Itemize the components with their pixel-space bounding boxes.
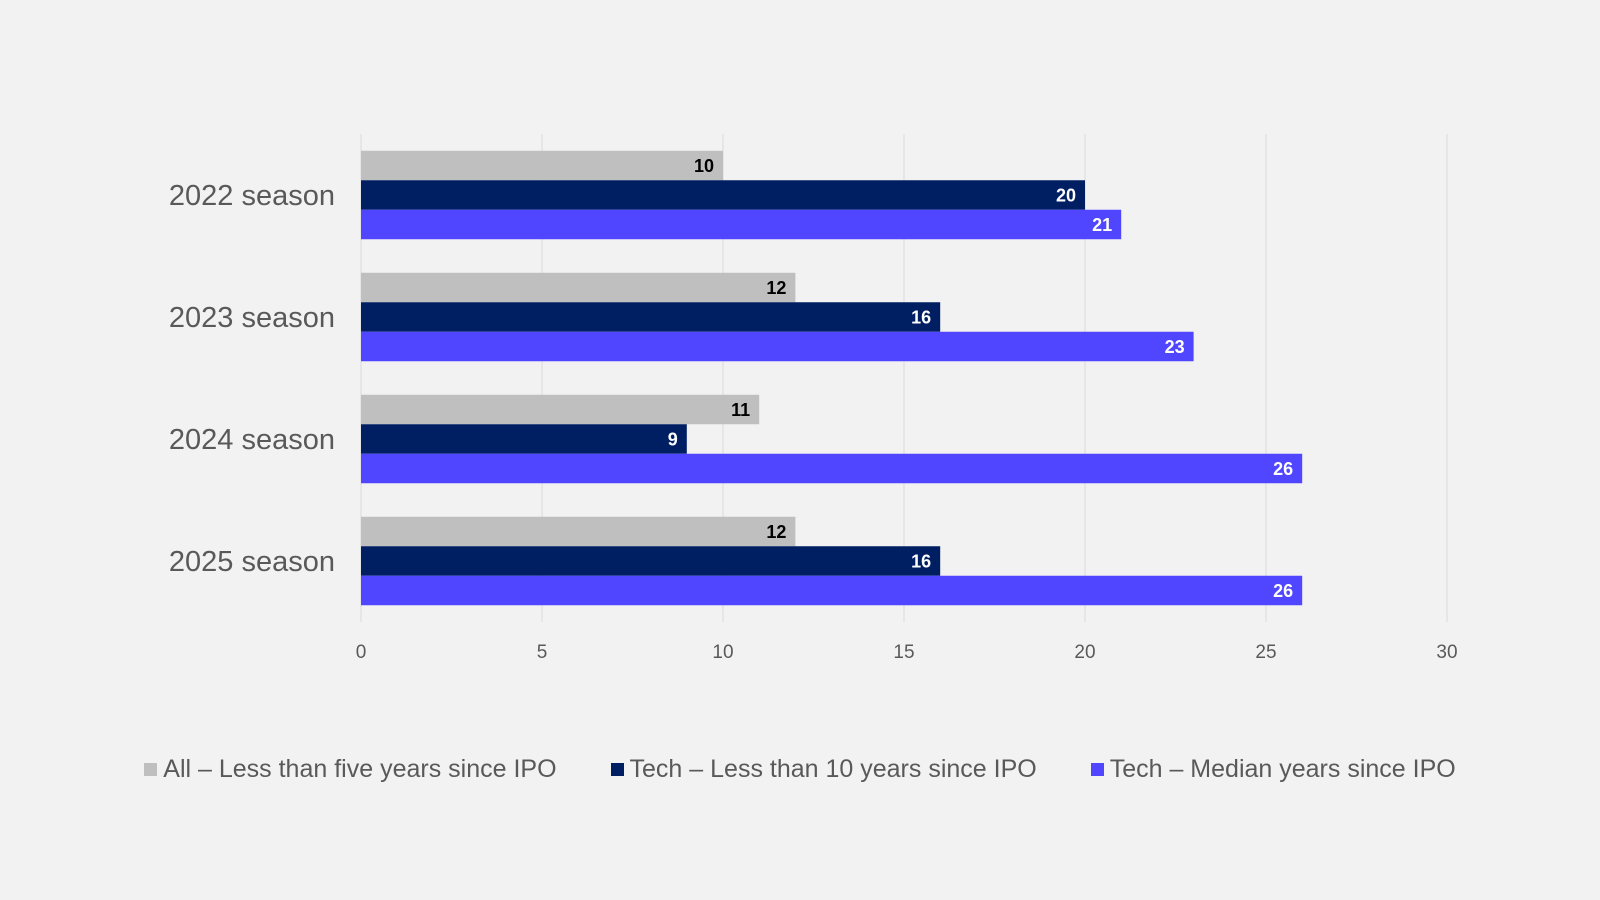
bar-value-label: 23 xyxy=(1165,337,1185,357)
x-tick-label: 20 xyxy=(1074,642,1095,663)
legend-label: All – Less than five years since IPO xyxy=(163,755,557,783)
category-label: 2025 season xyxy=(169,546,335,578)
bar xyxy=(361,546,941,576)
x-tick-label: 25 xyxy=(1255,642,1276,663)
bar-value-label: 9 xyxy=(668,430,678,450)
bar-value-label: 26 xyxy=(1273,459,1293,479)
legend-swatch xyxy=(1090,763,1104,776)
x-tick-label: 0 xyxy=(356,642,367,663)
bars xyxy=(361,150,1303,606)
category-label: 2022 season xyxy=(169,180,335,212)
bar xyxy=(361,424,687,454)
x-tick-label: 30 xyxy=(1436,642,1457,663)
legend-item-tech-median: Tech – Median years since IPO xyxy=(1090,755,1456,784)
bar-value-label: 20 xyxy=(1056,186,1076,206)
x-tick-label: 10 xyxy=(712,642,733,663)
legend: All – Less than five years since IPO Tec… xyxy=(0,755,1600,784)
legend-swatch xyxy=(610,763,624,776)
category-labels: 2022 season 2023 season 2024 season 2025 se… xyxy=(169,180,335,578)
bar xyxy=(361,394,760,425)
bar-value-label: 10 xyxy=(694,156,714,176)
bar xyxy=(361,516,796,547)
bar-value-label: 11 xyxy=(731,400,750,420)
category-label: 2023 season xyxy=(169,302,335,334)
legend-label: Tech – Less than 10 years since IPO xyxy=(629,755,1037,783)
bar xyxy=(361,150,723,181)
bar xyxy=(361,575,1303,606)
bar-value-label: 21 xyxy=(1092,215,1112,235)
bar-value-label: 26 xyxy=(1273,581,1293,601)
legend-item-tech-ten-years: Tech – Less than 10 years since IPO xyxy=(610,755,1037,784)
bar-value-label: 12 xyxy=(766,522,786,542)
x-axis-ticks: 0 5 10 15 20 25 30 xyxy=(356,642,1458,663)
bar xyxy=(361,331,1194,362)
x-tick-label: 5 xyxy=(537,642,548,663)
bar xyxy=(361,272,796,303)
bar xyxy=(361,180,1085,210)
x-tick-label: 15 xyxy=(893,642,914,663)
bar xyxy=(361,302,941,332)
bar-value-label: 16 xyxy=(911,552,931,572)
legend-item-all-five-years: All – Less than five years since IPO xyxy=(144,755,557,784)
bar xyxy=(361,209,1122,240)
bar xyxy=(361,453,1303,484)
bar-value-label: 16 xyxy=(911,308,931,328)
data-labels: 10 20 21 12 16 23 11 9 26 12 16 26 xyxy=(668,156,1293,601)
bar-chart: 10 20 21 12 16 23 11 9 26 12 16 26 2022 season 2023 … xyxy=(169,134,1458,663)
legend-swatch xyxy=(144,763,158,776)
bar-value-label: 12 xyxy=(766,278,786,298)
category-label: 2024 season xyxy=(169,424,335,456)
legend-label: Tech – Median years since IPO xyxy=(1109,755,1456,783)
